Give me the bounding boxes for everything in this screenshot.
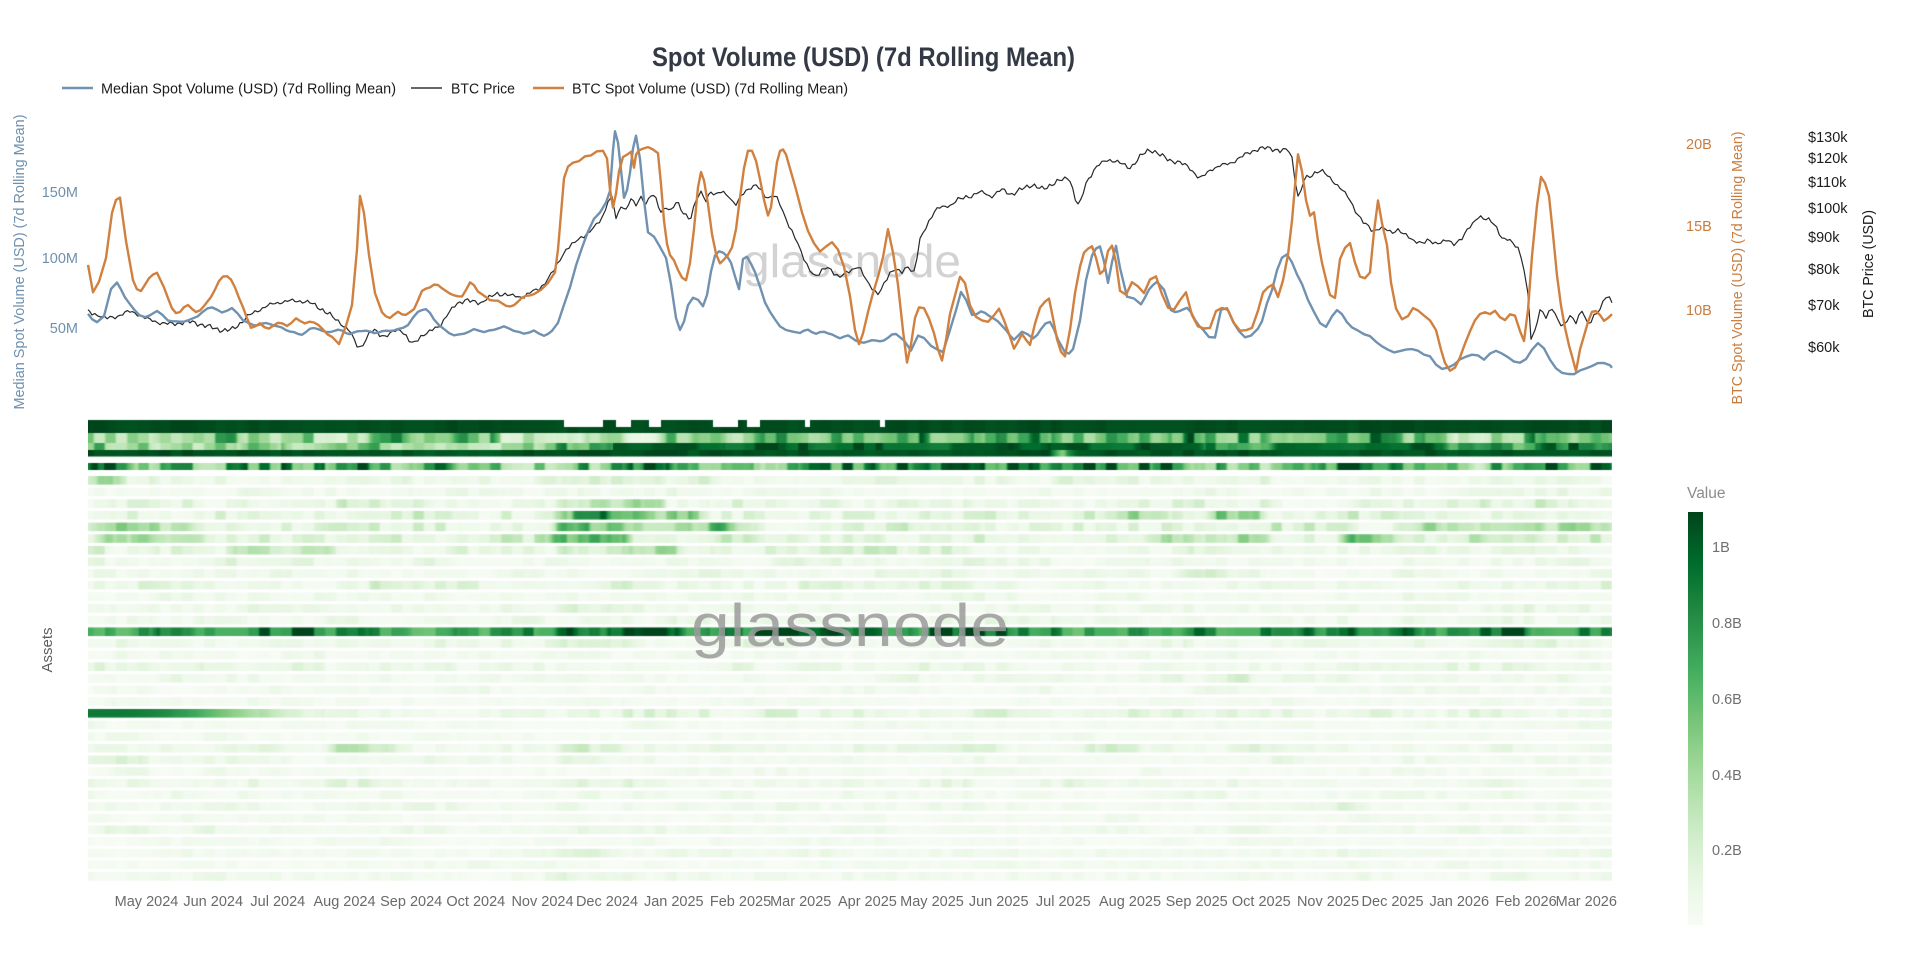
svg-text:20B: 20B	[1686, 137, 1712, 153]
svg-text:$80k: $80k	[1808, 262, 1840, 278]
svg-text:100M: 100M	[42, 251, 78, 267]
svg-text:Assets: Assets	[39, 627, 56, 672]
svg-text:BTC Price: BTC Price	[451, 81, 515, 98]
svg-text:Median Spot Volume (USD) (7d R: Median Spot Volume (USD) (7d Rolling Mea…	[11, 115, 28, 410]
svg-text:Mar 2026: Mar 2026	[1556, 894, 1617, 910]
svg-text:Apr 2025: Apr 2025	[838, 894, 897, 910]
svg-text:15B: 15B	[1686, 219, 1712, 235]
svg-text:Feb 2026: Feb 2026	[1495, 894, 1556, 910]
svg-text:Dec 2025: Dec 2025	[1362, 894, 1424, 910]
svg-text:Feb 2025: Feb 2025	[710, 894, 771, 910]
svg-text:Sep 2025: Sep 2025	[1166, 894, 1228, 910]
svg-text:1B: 1B	[1712, 540, 1730, 556]
svg-text:glassnode: glassnode	[691, 592, 1009, 659]
svg-text:Jun 2024: Jun 2024	[183, 894, 243, 910]
svg-text:May 2024: May 2024	[115, 894, 179, 910]
svg-text:$130k: $130k	[1808, 130, 1848, 146]
svg-text:$60k: $60k	[1808, 340, 1840, 356]
svg-text:Sep 2024: Sep 2024	[380, 894, 442, 910]
svg-text:Oct 2024: Oct 2024	[446, 894, 505, 910]
svg-text:Jun 2025: Jun 2025	[969, 894, 1029, 910]
svg-text:0.6B: 0.6B	[1712, 692, 1742, 708]
svg-text:Median Spot Volume (USD) (7d R: Median Spot Volume (USD) (7d Rolling Mea…	[101, 81, 396, 98]
svg-text:Spot Volume (USD) (7d Rolling: Spot Volume (USD) (7d Rolling Mean)	[652, 42, 1075, 72]
svg-text:0.4B: 0.4B	[1712, 768, 1742, 784]
svg-text:glassnode: glassnode	[743, 235, 961, 287]
svg-text:Mar 2025: Mar 2025	[770, 894, 831, 910]
svg-text:150M: 150M	[42, 185, 78, 201]
svg-text:$100k: $100k	[1808, 201, 1848, 217]
svg-text:Aug 2025: Aug 2025	[1099, 894, 1161, 910]
svg-text:Jan 2025: Jan 2025	[644, 894, 704, 910]
svg-text:Jan 2026: Jan 2026	[1429, 894, 1489, 910]
svg-text:Jul 2024: Jul 2024	[250, 894, 305, 910]
svg-text:Nov 2024: Nov 2024	[511, 894, 573, 910]
svg-text:May 2025: May 2025	[900, 894, 964, 910]
svg-text:$120k: $120k	[1808, 151, 1848, 167]
svg-text:$70k: $70k	[1808, 298, 1840, 314]
svg-text:10B: 10B	[1686, 303, 1712, 319]
svg-text:0.2B: 0.2B	[1712, 843, 1742, 859]
svg-text:Jul 2025: Jul 2025	[1036, 894, 1091, 910]
svg-text:$90k: $90k	[1808, 230, 1840, 246]
svg-text:BTC Spot Volume (USD) (7d Roll: BTC Spot Volume (USD) (7d Rolling Mean)	[572, 81, 848, 98]
svg-text:Aug 2024: Aug 2024	[313, 894, 375, 910]
svg-text:Oct 2025: Oct 2025	[1232, 894, 1291, 910]
svg-text:50M: 50M	[50, 321, 78, 337]
svg-text:$110k: $110k	[1808, 175, 1847, 191]
svg-text:BTC Price (USD): BTC Price (USD)	[1860, 210, 1877, 318]
svg-text:0.8B: 0.8B	[1712, 616, 1742, 632]
svg-text:Nov 2025: Nov 2025	[1297, 894, 1359, 910]
svg-text:BTC Spot Volume (USD) (7d Roll: BTC Spot Volume (USD) (7d Rolling Mean)	[1729, 131, 1746, 404]
svg-text:Value: Value	[1687, 485, 1726, 502]
svg-text:Dec 2024: Dec 2024	[576, 894, 638, 910]
